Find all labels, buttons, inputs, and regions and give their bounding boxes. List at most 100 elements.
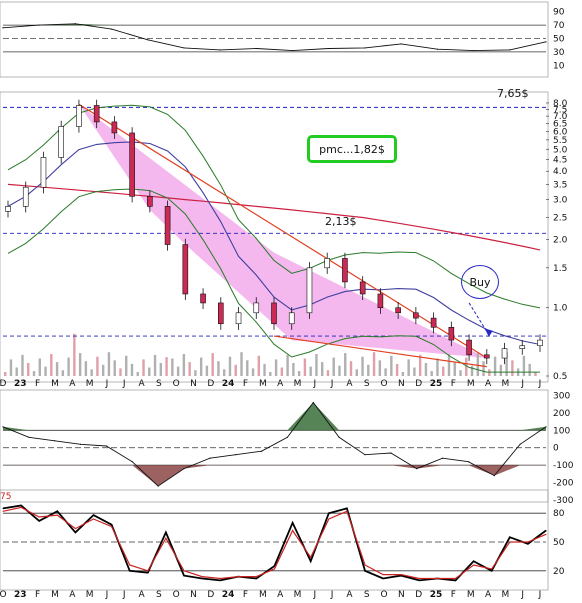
rsi-point <box>436 48 438 50</box>
stochastic-x-label: J <box>105 590 109 599</box>
stochastic-x-label: F <box>243 590 248 599</box>
price-x-label: M <box>294 379 302 389</box>
volume-bar <box>228 356 232 376</box>
volume-bar <box>182 354 186 376</box>
price-x-label: A <box>346 379 353 389</box>
stochastic-x-label: N <box>398 590 405 599</box>
price-x-label: J <box>520 379 524 389</box>
cci-tick-label: 200 <box>553 409 570 419</box>
stochastic-x-label: M <box>259 590 267 599</box>
rsi-tick-label: 30 <box>553 48 565 58</box>
stochastic-k-point <box>292 522 294 524</box>
stochastic-x-label: A <box>346 590 353 599</box>
price-x-label: M <box>501 379 509 389</box>
price-x-label: S <box>364 379 370 389</box>
candle-body <box>147 196 153 207</box>
cci-point <box>441 457 444 459</box>
stochastic-d-point <box>436 577 438 579</box>
price-level-label-213: 2,13$ <box>325 215 357 228</box>
price-tick-label: 8.0 <box>553 99 568 109</box>
stochastic-d-point <box>310 556 312 558</box>
stochastic-d-point <box>418 577 420 579</box>
price-x-label: D <box>207 379 214 389</box>
price-tick-label: 0.5 <box>553 372 567 382</box>
price-x-label: D <box>0 379 7 389</box>
cci-tick-label: -100 <box>553 461 574 471</box>
price-x-label: J <box>122 379 126 389</box>
panel-frame-rsi <box>0 1 549 78</box>
stochastic-d-point <box>473 564 475 566</box>
candle-body <box>164 206 171 245</box>
price-x-label: A <box>485 379 492 389</box>
rsi-tick-label: 10 <box>553 61 565 71</box>
stochastic-k-point <box>473 560 475 562</box>
volume-bar <box>470 365 474 376</box>
volume-bar <box>442 366 445 376</box>
falling-wedge-area <box>78 104 487 359</box>
volume-bar <box>263 363 266 376</box>
volume-bar <box>292 363 295 376</box>
price-x-label: F <box>35 379 40 389</box>
stochastic-k-point <box>2 507 4 509</box>
rsi-overbought-fill <box>3 23 546 26</box>
stochastic-tick-label: 50 <box>553 538 565 548</box>
price-x-label: 24 <box>222 379 235 389</box>
volume-bar <box>50 354 53 376</box>
cci-line <box>2 401 547 487</box>
volume-bar <box>430 371 433 376</box>
stochastic-d-line <box>2 506 547 580</box>
cci-point <box>416 468 418 470</box>
price-x-label: 23 <box>14 379 27 389</box>
cci-point <box>260 450 263 452</box>
stochastic-d-point <box>491 568 493 570</box>
volume-bar <box>320 362 324 376</box>
stochastic-k-point <box>274 565 275 567</box>
price-level-label-765: 7,65$ <box>497 87 529 100</box>
stochastic-x-label: M <box>467 590 475 599</box>
stochastic-d-point <box>255 576 257 578</box>
volume-bar <box>119 368 122 376</box>
cci-point <box>338 436 340 438</box>
volume-bar <box>153 354 157 376</box>
volume-bar <box>511 360 514 376</box>
volume-bar <box>234 364 237 376</box>
price-x-label: N <box>398 379 405 389</box>
stochastic-x-label: M <box>294 590 302 599</box>
stochastic-x-label: M <box>86 590 94 599</box>
volume-bar <box>309 366 312 376</box>
price-tick-label: 3.5 <box>553 180 567 190</box>
cci-point <box>312 401 314 404</box>
volume-bar <box>211 353 214 376</box>
rsi-point <box>545 41 547 43</box>
price-x-label: J <box>330 379 334 389</box>
cci-point <box>519 443 521 445</box>
cci-point <box>209 457 211 459</box>
volume-bar <box>223 369 226 376</box>
volume-bar <box>401 372 405 376</box>
volume-bar <box>171 358 174 376</box>
price-x-label: D <box>415 379 422 389</box>
volume-bar <box>361 356 364 376</box>
volume-bar <box>101 364 105 376</box>
volume-bar <box>188 362 191 376</box>
candle-body <box>218 302 224 325</box>
volume-bar <box>38 358 41 376</box>
stochastic-k-point <box>328 512 330 514</box>
volume-bar <box>246 360 249 376</box>
price-x-label: 25 <box>430 379 443 389</box>
volume-bar <box>61 370 65 376</box>
price-x-label: M <box>467 379 475 389</box>
volume-bar <box>488 369 491 376</box>
price-tick-label: 3.0 <box>553 196 568 206</box>
rsi-tick-label: 90 <box>553 8 565 18</box>
candle-body <box>483 354 490 359</box>
volume-bar <box>453 362 456 376</box>
volume-bar <box>73 333 76 376</box>
candle-body <box>448 326 455 341</box>
wedge-lower-trendline <box>273 335 487 368</box>
volume-bar <box>367 364 370 376</box>
rsi-point <box>255 47 257 50</box>
volume-bar <box>338 365 341 376</box>
pmc-annotation-label: pmc...1,82$ <box>319 142 385 156</box>
volume-bar <box>303 358 307 376</box>
